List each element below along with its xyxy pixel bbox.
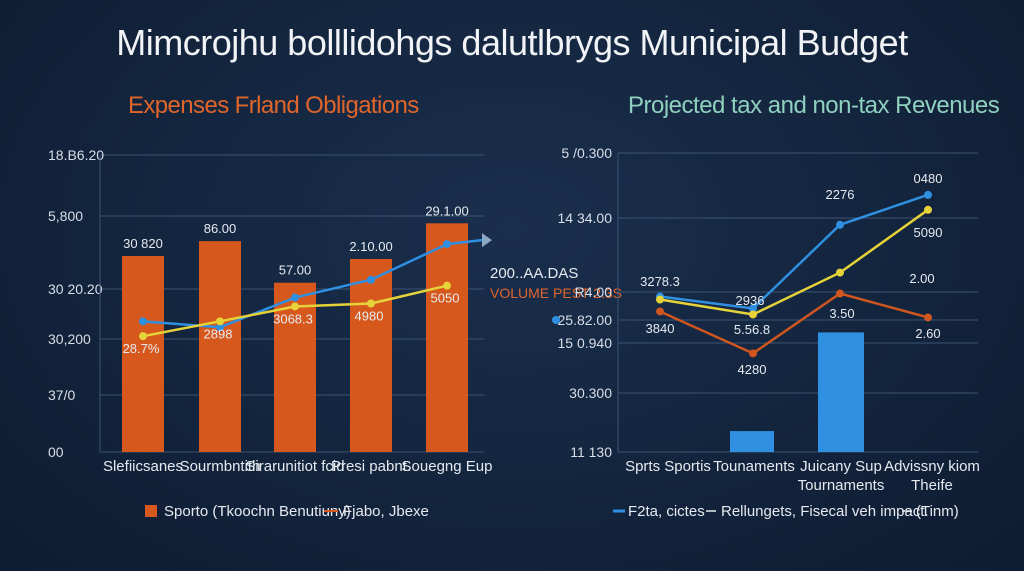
right-y-tick-label: 25.82.00 [558, 312, 613, 328]
right-orange-point [656, 307, 664, 316]
right-blue-point [749, 304, 757, 313]
right-yellow-point [924, 205, 932, 214]
right-category-label: Tounaments [713, 458, 795, 475]
right-category-label: Juicany Sup [800, 458, 882, 475]
right-yellow-line [659, 208, 929, 316]
right-chart: 5 /0.300 14 34.00 R4.00 25.82.00 15 0.940 30.… [552, 145, 980, 520]
left-y-tick-label: 18.B6.20 [48, 147, 104, 163]
right-y-tick-label: 14 34.00 [558, 210, 613, 226]
right-blue-line [659, 193, 929, 310]
left-yellow-value-label: 3068.3 [273, 311, 313, 326]
left-y-tick-label: 30,200 [48, 331, 91, 347]
left-legend-label: Fjabo, Jbexe [343, 503, 429, 520]
right-blue-value-label: 0480 [914, 171, 943, 186]
right-orange-value-label: 4280 [738, 362, 767, 377]
left-blue-point [216, 323, 224, 332]
left-category-label: Sourmbntith [180, 458, 261, 475]
left-bar-value-label: 30 820 [123, 236, 163, 251]
left-arrow-head [482, 233, 492, 248]
right-y-tick-label: 5 /0.300 [561, 145, 612, 161]
left-blue-line-extension [446, 238, 483, 246]
right-category-label: Sprts Sportis [625, 458, 711, 475]
left-bar [350, 258, 392, 452]
right-category-label: Theife [911, 477, 953, 494]
right-legend-label: Rellungets, Fisecal veh impact. [721, 503, 929, 520]
right-y-tick-label: R4.00 [575, 284, 613, 300]
left-bar-value-label: 29.1.00 [425, 203, 468, 218]
left-y-tick-label: 37/0 [48, 387, 75, 403]
right-y-tick-label: 30.300 [569, 385, 612, 401]
right-blue-point [836, 220, 844, 229]
right-y-tick-label: 15 0.940 [558, 335, 613, 351]
left-yellow-value-label: 2898 [204, 326, 233, 341]
right-chart-title: Projected tax and non-tax Revenues [628, 92, 1000, 119]
left-yellow-point [216, 317, 224, 326]
left-bar [199, 241, 241, 452]
right-blue-point [924, 190, 932, 199]
right-legend-label: F2ta, cictes [628, 503, 705, 520]
left-legend-swatch [145, 505, 157, 517]
right-orange-value-label: 3840 [646, 321, 675, 336]
right-yellow-value-label: 2936 [736, 293, 765, 308]
left-yellow-value-label: 28.7% [123, 341, 160, 356]
left-annotation-2: VOLUME PEST 2.3S [490, 285, 622, 301]
left-annotation: 200..AA.DAS [490, 265, 578, 282]
left-legend-label: Sporto (Tkoochn Benutiuny) [164, 503, 351, 520]
left-blue-point [291, 293, 299, 302]
left-bar-value-label: 2.10.00 [349, 239, 392, 254]
right-orange-value-label: 3.50 [829, 306, 854, 321]
left-category-label: Slefiicsanes [103, 458, 183, 475]
right-blue-value-label: 2276 [826, 187, 855, 202]
right-axis-marker [552, 316, 560, 324]
left-y-tick-label: 30 20.20 [48, 281, 103, 297]
left-blue-point [443, 240, 451, 249]
left-y-tick-label: 5,800 [48, 208, 83, 224]
left-y-tick-label: 00 [48, 444, 64, 460]
left-bar [426, 223, 468, 452]
right-yellow-value-label: 5090 [914, 225, 943, 240]
left-yellow-value-label: 4980 [355, 309, 384, 324]
right-category-label: Tournaments [798, 477, 885, 494]
left-yellow-point [443, 281, 451, 290]
right-orange-point [924, 313, 932, 322]
left-bar-value-label: 57.00 [279, 263, 312, 278]
right-bar [818, 332, 864, 452]
right-orange-line [659, 292, 929, 355]
right-orange-point [836, 289, 844, 298]
right-extra-label: 5.56.8 [734, 322, 770, 337]
right-blue-value-label: 3278.3 [640, 274, 680, 289]
right-orange-value-label: 2.60 [915, 326, 940, 341]
right-legend-label: (Tinm) [916, 503, 959, 520]
right-yellow-point [836, 268, 844, 277]
right-yellow-point [749, 310, 757, 319]
left-chart: 18.B6.20 5,800 30 20.20 30,200 37/0 00 30 820 S… [48, 147, 622, 520]
left-bar [122, 255, 164, 452]
left-category-label: Souegng Eup [402, 458, 493, 475]
left-category-label: Sirarunitiot fcid [245, 458, 344, 475]
left-yellow-point [367, 299, 375, 308]
left-yellow-point [291, 302, 299, 311]
left-category-label: Presi pabnt. [331, 458, 411, 475]
left-yellow-value-label: 5050 [431, 291, 460, 306]
left-bar-value-label: 86.00 [204, 221, 237, 236]
page-title: Mimcrojhu bolllidohgs dalutlbrygs Munici… [116, 22, 908, 63]
right-orange-point [749, 349, 757, 358]
right-bar [730, 431, 774, 452]
left-blue-point [367, 275, 375, 284]
left-bar [274, 282, 316, 452]
left-chart-title: Expenses Frland Obligations [128, 92, 419, 119]
right-category-label: Advissny kiom [884, 458, 980, 475]
right-yellow-point [656, 295, 664, 304]
right-extra-label: 2.00 [909, 271, 934, 286]
right-y-tick-label: 11 130 [570, 444, 612, 460]
left-blue-point [139, 317, 147, 326]
left-yellow-point [139, 332, 147, 341]
